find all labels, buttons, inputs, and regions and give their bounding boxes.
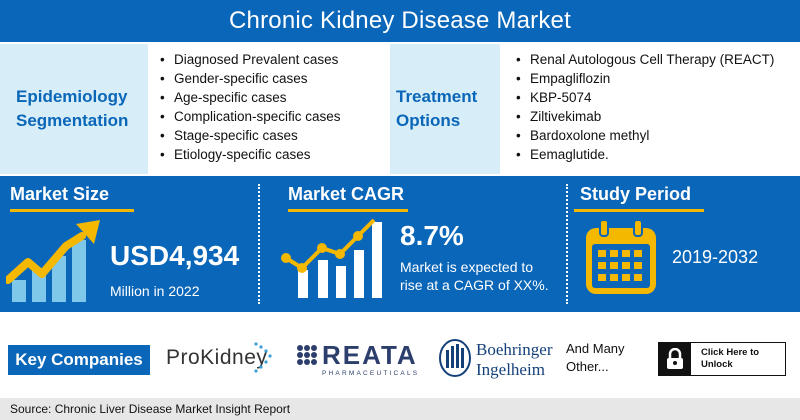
epidemiology-section: Epidemiology Segmentation Diagnosed Prev… [0,44,390,174]
list-item: Ziltivekimab [516,107,800,126]
growth-bar-chart-icon [6,220,100,302]
list-item: Stage-specific cases [160,126,390,145]
market-cagr-value: 8.7% [400,220,464,251]
title-bar: Chronic Kidney Disease Market [0,0,800,42]
prokidney-dots-icon [254,342,272,373]
treatment-list: Renal Autologous Cell Therapy (REACT) Em… [500,44,800,174]
list-item: Bardoxolone methyl [516,126,800,145]
market-size-sub: Million in 2022 [110,283,200,299]
list-item: Age-specific cases [160,88,390,107]
lock-icon [659,343,691,375]
source-footer: Source: Chronic Liver Disease Market Ins… [0,398,800,420]
reata-logo: REATA [322,340,418,370]
list-item: Etiology-specific cases [160,145,390,164]
unlock-button[interactable]: Click Here to Unlock [658,342,786,376]
list-item: Eemaglutide. [516,145,800,164]
kpi-band [0,176,800,312]
study-period-underline [574,209,704,212]
page-title: Chronic Kidney Disease Market [229,7,571,34]
line-bar-chart-icon [281,218,382,298]
market-cagr-sub: Market is expected to rise at a CAGR of … [400,259,549,293]
market-size-title: Market Size [10,184,110,204]
list-item: KBP-5074 [516,88,800,107]
more-companies-text: And Many Other... [566,341,625,374]
list-item: Renal Autologous Cell Therapy (REACT) [516,50,800,69]
reata-subtitle: PHARMACEUTICALS [322,370,420,377]
market-cagr-underline [288,209,408,212]
kpi-divider [566,184,568,304]
calendar-icon [586,219,656,294]
prokidney-logo: ProKidney [166,346,268,369]
list-item: Diagnosed Prevalent cases [160,50,390,69]
study-period-value: 2019-2032 [672,247,759,267]
companies-section: Key Companies ProKidney REATA PHARMACEUT… [0,314,800,398]
boehringer-emblem-icon [439,339,471,377]
key-companies-label: Key Companies [8,345,150,375]
boehringer-logo: Boehringer Ingelheim [476,340,553,379]
kpi-divider [258,184,260,304]
unlock-label: Click Here to Unlock [701,347,760,370]
market-size-underline [10,209,134,212]
list-item: Gender-specific cases [160,69,390,88]
treatment-section: Treatment Options Renal Autologous Cell … [390,44,800,174]
treatment-label-box: Treatment Options [390,44,500,174]
list-item: Empagliflozin [516,69,800,88]
study-period-title: Study Period [580,184,692,204]
list-item: Complication-specific cases [160,107,390,126]
epidemiology-list: Diagnosed Prevalent cases Gender-specifi… [148,44,390,174]
market-cagr-title: Market CAGR [288,184,405,204]
reata-grid-icon [297,345,317,365]
treatment-label: Treatment Options [396,87,478,130]
epidemiology-label-box: Epidemiology Segmentation [0,44,148,174]
epidemiology-label: Epidemiology Segmentation [16,87,129,130]
market-size-value: USD4,934 [110,240,240,271]
